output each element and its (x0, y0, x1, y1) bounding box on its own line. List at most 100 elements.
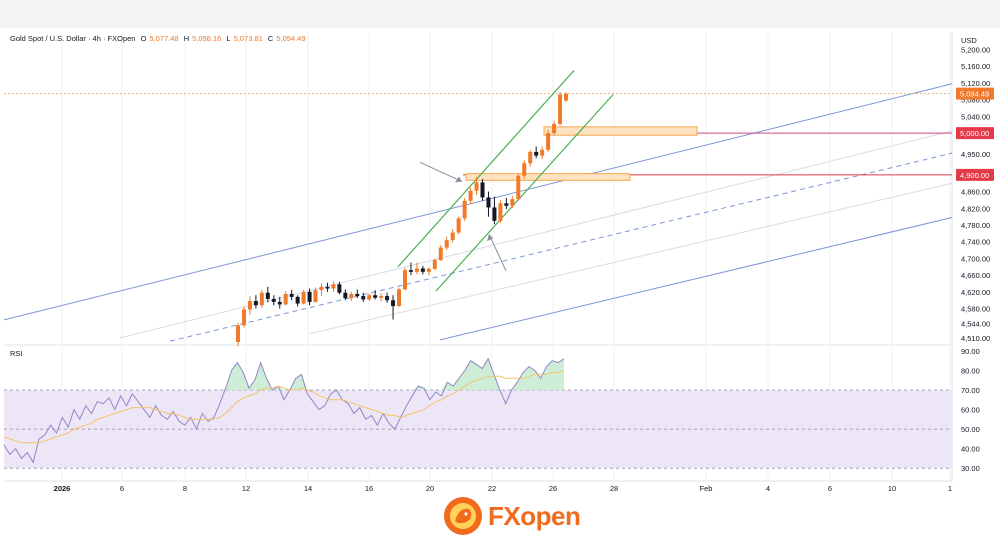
candle-body (432, 260, 437, 269)
candle-body (373, 295, 378, 298)
candle-body (528, 151, 533, 164)
candle-body (564, 93, 568, 101)
candle-body (283, 293, 288, 305)
candle-body (397, 289, 402, 307)
rsi-overbought-fill (4, 358, 564, 391)
candle-body (331, 284, 336, 289)
candle-body (253, 301, 258, 306)
candle-body (236, 325, 240, 342)
candle-body (522, 163, 527, 176)
price-tick-label: 4,740.00 (961, 238, 990, 247)
rsi-tick-label: 80.00 (961, 366, 980, 375)
time-tick-label: 1 (948, 484, 952, 493)
logo-text-open: open (520, 500, 581, 531)
rsi-tick-label: 30.00 (961, 464, 980, 473)
candle-body (379, 296, 384, 298)
candle-body (402, 270, 407, 290)
candle-body (277, 301, 282, 305)
candle-body (480, 182, 485, 198)
candle-body (534, 151, 539, 156)
arrow-lower-head (487, 234, 493, 242)
currency-label: USD (961, 36, 977, 45)
candle-body (247, 301, 252, 310)
candle-body (325, 286, 330, 289)
price-tick-label: 5,120.00 (961, 79, 990, 88)
last-price-tag: 5,094.49 (960, 90, 989, 99)
low-key: L (226, 34, 231, 43)
trend-line-mid-lower (309, 182, 953, 335)
symbol-title: Gold Spot / U.S. Dollar · 4h · FXOpen (10, 34, 136, 43)
fxopen-wordmark: FXopen (488, 500, 581, 532)
level-tag-4900: 4,900.00 (960, 171, 989, 180)
candle-body (361, 296, 366, 300)
candle-body (444, 240, 449, 248)
rsi-tick-label: 70.00 (961, 386, 980, 395)
candle-body (313, 290, 318, 302)
candle-body (498, 203, 503, 221)
last-price-tag-bg (956, 87, 994, 100)
high-key: H (183, 34, 190, 43)
high-value: 5,098.16 (192, 34, 222, 43)
rsi-tick-label: 60.00 (961, 406, 980, 415)
candle-body (355, 293, 360, 297)
price-tick-label: 5,080.00 (961, 96, 990, 105)
time-tick-label: Feb (700, 484, 713, 493)
price-tick-label: 4,820.00 (961, 204, 990, 213)
candle-body (343, 292, 348, 299)
candle-body (420, 268, 425, 272)
price-tick-label: 4,860.00 (961, 188, 990, 197)
level-tag-5000-bg (956, 127, 994, 140)
channel-line-lower (435, 94, 614, 292)
candle-body (456, 218, 461, 233)
candle-body (450, 232, 455, 241)
candle-body (259, 292, 264, 306)
time-tick-label: 6 (120, 484, 124, 493)
candle-body (408, 270, 413, 272)
time-tick-label: 20 (426, 484, 434, 493)
candle-body (438, 247, 443, 261)
arrow-upper-shaft (419, 161, 463, 183)
time-tick-label: 10 (888, 484, 896, 493)
candle-body (474, 182, 479, 191)
arrow-upper-head (455, 176, 462, 183)
price-tick-label: 4,950.00 (961, 150, 990, 159)
trend-line-median (169, 152, 953, 342)
price-tick-label: 4,700.00 (961, 254, 990, 263)
logo-text-fx: FX (488, 500, 521, 531)
top-strip (0, 0, 1000, 28)
rsi-title: RSI (10, 349, 23, 358)
candle-body (486, 197, 491, 208)
candle-body (385, 296, 390, 301)
time-tick-label: 6 (828, 484, 832, 493)
open-value: 5,077.48 (149, 34, 179, 43)
time-tick-label: 12 (242, 484, 250, 493)
trend-line-mid-upper (119, 130, 953, 339)
candle-body (492, 207, 497, 221)
candle-body (516, 175, 521, 200)
zone-box (465, 173, 631, 181)
price-tick-label: 4,580.00 (961, 305, 990, 314)
rsi-tick-label: 40.00 (961, 445, 980, 454)
channel-line-upper (397, 70, 575, 268)
candle-body (391, 300, 396, 307)
trend-line-lower (439, 217, 953, 341)
time-tick-label: 22 (488, 484, 496, 493)
time-tick-label: 2026 (54, 484, 71, 493)
trend-line-upper (3, 83, 953, 321)
arrow-lower-shaft (488, 233, 507, 272)
candle-body (265, 292, 270, 299)
candle-body (295, 296, 300, 304)
rsi-tick-label: 50.00 (961, 425, 980, 434)
price-tick-label: 4,510.00 (961, 334, 990, 343)
time-tick-label: 28 (610, 484, 618, 493)
price-tick-label: 4,780.00 (961, 221, 990, 230)
low-value: 5,073.81 (233, 34, 263, 43)
price-tick-label: 4,544.00 (961, 320, 990, 329)
price-tick-label: 5,160.00 (961, 62, 990, 71)
candle-body (367, 295, 372, 300)
candle-body (319, 286, 324, 291)
candle-body (510, 199, 515, 206)
